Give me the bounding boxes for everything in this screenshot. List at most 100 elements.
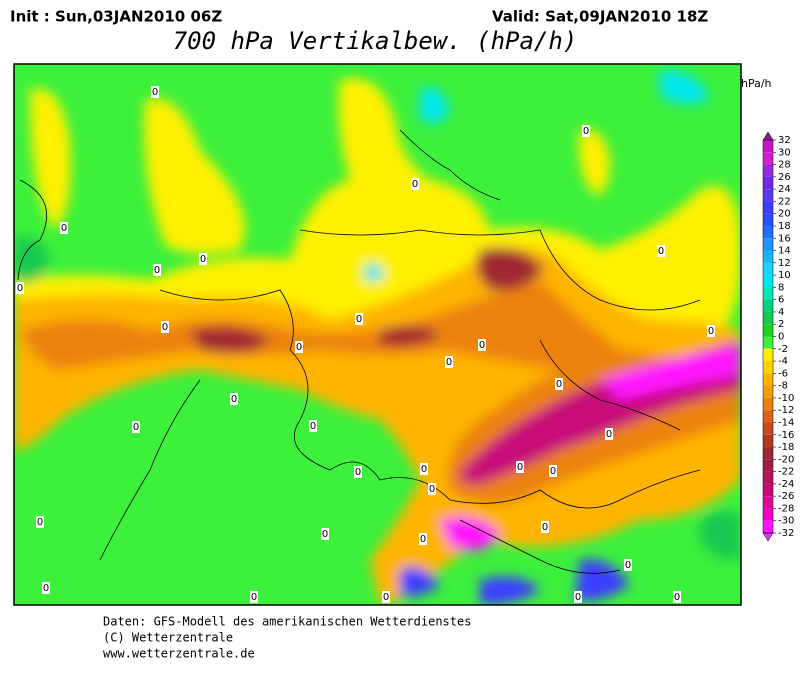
colorbar-label: -32 [778,528,794,539]
contour-label-bg [355,313,363,325]
colorbar-label: -16 [778,430,794,441]
colorbar-label: -14 [778,417,794,428]
colorbar-band [763,496,773,509]
contour-label: 0 [429,484,435,495]
contour-label: 0 [421,464,427,475]
contour-label: 0 [606,429,612,440]
contour-label: 0 [322,529,328,540]
contour-label-bg [419,533,427,545]
contour-label: 0 [479,340,485,351]
colorbar-label: 28 [778,160,791,171]
colorbar-label: -18 [778,442,794,453]
colorbar-label: 22 [778,196,791,207]
colorbar-label: 10 [778,270,791,281]
colorbar-label: 14 [778,246,791,257]
footer-line: (C) Wetterzentrale [103,631,233,645]
init-time: Init : Sun,03JAN2010 06Z [10,8,222,26]
legend-unit: hPa/h [741,77,772,90]
contour-label: 0 [625,560,631,571]
footer-line: www.wetterzentrale.de [103,647,255,661]
contour-label-bg [549,465,557,477]
colorbar-band [763,434,773,448]
colorbar-band [763,250,773,263]
colorbar-label: 30 [778,147,791,158]
contour-label-bg [36,516,44,528]
contour-label-bg [516,461,524,473]
contour-label-bg [321,528,329,540]
contour-label: 0 [133,422,139,433]
colorbar-label: -8 [778,381,788,392]
contour-label: 0 [556,379,562,390]
colorbar-label: 8 [778,282,784,293]
contour-label: 0 [231,394,237,405]
contour-label: 0 [575,592,581,603]
contour-label-bg [707,325,715,337]
colorbar-band [763,459,773,472]
field-shapes [14,70,741,605]
contour-label-bg [541,521,549,533]
colorbar-label: -22 [778,467,794,478]
colorbar-label: 20 [778,209,791,220]
contour-label-bg [411,178,419,190]
contour-label-bg [382,591,390,603]
contour-label: 0 [420,534,426,545]
colorbar-band [763,422,773,435]
colorbar-band [763,385,773,398]
contour-label-bg [605,428,613,440]
colorbar-label: -4 [778,356,788,367]
contour-label: 0 [152,87,158,98]
colorbar-band [763,410,773,423]
colorbar-label: 0 [778,332,784,343]
contour-label-bg [309,420,317,432]
footer: Daten: GFS-Modell des amerikanischen Wet… [103,615,471,661]
contour-label-bg [673,591,681,603]
contour-label: 0 [383,592,389,603]
contour-label: 0 [446,357,452,368]
contour-label-bg [153,264,161,276]
colorbar-band [763,311,773,325]
colorbar-band [763,397,773,411]
contour-label-bg [60,222,68,234]
colorbar-label: -24 [778,479,794,490]
contour-label-bg [478,339,486,351]
colorbar-band [763,348,773,362]
colorbar-band [763,201,773,214]
contour-label: 0 [251,592,257,603]
contour-label: 0 [43,583,49,594]
contour-label-bg [574,591,582,603]
contour-label-bg [624,559,632,571]
contour-label-bg [230,393,238,405]
colorbar-label: -6 [778,368,788,379]
contour-label: 0 [583,126,589,137]
colorbar-label: 2 [778,319,784,330]
colorbar-label: -12 [778,405,794,416]
colorbar-band [763,140,773,153]
contour-label-bg [657,245,665,257]
contour-label-bg [428,483,436,495]
contour-label: 0 [37,517,43,528]
colorbar-label: 16 [778,233,791,244]
contour-label-bg [199,253,207,265]
contour-label: 0 [517,462,523,473]
contour-label: 0 [154,265,160,276]
colorbar-band [763,520,773,533]
colorbar-band [763,176,773,190]
contour-label-bg [420,463,428,475]
colorbar-band [763,213,773,226]
contour-label-bg [161,321,169,333]
contour-label: 0 [674,592,680,603]
valid-time: Valid: Sat,09JAN2010 18Z [492,8,708,26]
contour-label: 0 [162,322,168,333]
contour-label: 0 [355,467,361,478]
colorbar-band [763,287,773,300]
colorbar-band [763,361,773,374]
colorbar-label: 18 [778,221,791,232]
contour-label: 0 [296,342,302,353]
contour-label: 0 [200,254,206,265]
colorbar-label: -30 [778,516,794,527]
colorbar-label: 26 [778,172,791,183]
colorbar-label: -20 [778,454,794,465]
colorbar-band [763,225,773,239]
colorbar-band [763,508,773,521]
